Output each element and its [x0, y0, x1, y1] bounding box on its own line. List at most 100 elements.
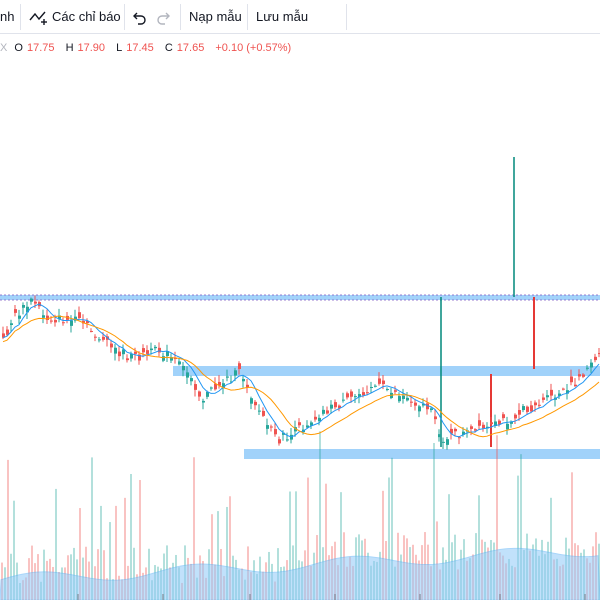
candle-body — [298, 422, 301, 426]
candle-body — [454, 428, 457, 432]
redo-button[interactable] — [156, 0, 172, 33]
volume-bar — [448, 494, 450, 600]
candle-body — [422, 403, 425, 406]
drawings-layer — [0, 157, 600, 459]
toolbar-divider — [247, 4, 248, 30]
load-template-button[interactable]: Nạp mẫu — [189, 9, 242, 24]
volume-bar — [103, 550, 105, 600]
volume-bar — [55, 488, 57, 600]
candle-body — [78, 312, 81, 319]
candle-body — [462, 431, 465, 435]
indicators-label: Các chỉ báo — [52, 9, 121, 24]
volume-bar — [226, 506, 228, 600]
candle-body — [18, 315, 21, 319]
volume-bar — [550, 497, 552, 600]
candle-body — [102, 336, 105, 340]
candle-body — [242, 378, 245, 382]
candle-body — [122, 349, 125, 355]
candle-body — [210, 387, 213, 389]
candle-body — [410, 401, 413, 403]
candle-body — [326, 410, 329, 414]
volume-bar — [229, 496, 231, 600]
candle-body — [346, 393, 349, 398]
candle-body — [234, 370, 237, 376]
candle-body — [50, 320, 53, 322]
volume-bar — [133, 547, 135, 600]
ohlc-legend: X O 17.75 H 17.90 L 17.45 C 17.65 +0.10 (+0.… — [0, 38, 295, 58]
candle-body — [166, 351, 169, 357]
top-toolbar: nh Các chỉ báo Nạp mẫu Lưu mẫu — [0, 0, 600, 34]
candle-body — [278, 439, 281, 444]
candle-body — [562, 388, 565, 390]
candle-body — [262, 410, 265, 416]
candle-body — [26, 306, 29, 313]
candle-body — [6, 329, 9, 335]
indicators-button[interactable]: Các chỉ báo — [28, 0, 121, 33]
candle-body — [578, 374, 581, 377]
candle-body — [82, 320, 85, 324]
candle-body — [246, 384, 249, 388]
volume-bar — [319, 431, 321, 600]
candle-body — [502, 414, 505, 419]
candle-body — [446, 439, 449, 445]
volume-ma-area — [0, 547, 600, 600]
candle-body — [214, 383, 217, 390]
candle-body — [306, 425, 309, 428]
candle-body — [2, 333, 5, 338]
volume-bar — [139, 480, 141, 600]
candle-body — [142, 348, 145, 353]
candle-body — [322, 409, 325, 414]
volume-bar — [217, 511, 219, 600]
candle-body — [94, 336, 97, 338]
candle-body — [226, 376, 229, 378]
candle-body — [402, 395, 405, 399]
volume-bar — [130, 474, 132, 600]
redo-icon — [157, 12, 170, 25]
candle-body — [10, 323, 13, 325]
candle-body — [354, 396, 357, 398]
candle-body — [522, 406, 525, 411]
price-chart-canvas[interactable] — [0, 34, 600, 600]
indicators-icon — [29, 11, 47, 25]
volume-bar — [433, 442, 435, 600]
candle-body — [382, 380, 385, 385]
candle-body — [258, 410, 261, 412]
candle-body — [30, 298, 33, 302]
candle-body — [194, 384, 197, 390]
candle-body — [342, 399, 345, 401]
volume-bar — [496, 435, 498, 600]
open-value: O 17.75 — [14, 42, 55, 54]
resistance-zone — [0, 295, 600, 300]
candle-body — [286, 439, 289, 441]
save-template-button[interactable]: Lưu mẫu — [256, 9, 309, 24]
volume-bar — [391, 457, 393, 600]
candle-body — [138, 354, 141, 361]
candle-body — [134, 351, 137, 354]
candles-layer — [2, 295, 600, 450]
candle-body — [386, 388, 389, 390]
volume-bar — [91, 457, 93, 600]
candle-body — [274, 429, 277, 435]
candle-body — [222, 383, 225, 389]
candle-body — [334, 402, 337, 408]
candle-body — [238, 363, 241, 370]
candle-body — [182, 365, 185, 371]
volume-bar — [193, 457, 195, 600]
candle-body — [46, 315, 49, 321]
candle-body — [198, 391, 201, 397]
candle-body — [370, 387, 373, 389]
candle-body — [374, 385, 377, 387]
ma-slow-line — [2, 315, 600, 438]
candle-body — [482, 424, 485, 429]
undo-button[interactable] — [131, 0, 147, 33]
candle-body — [594, 356, 597, 361]
candle-body — [98, 339, 101, 341]
candle-body — [318, 417, 321, 422]
candle-body — [218, 381, 221, 386]
candle-body — [570, 376, 573, 383]
candle-body — [90, 330, 93, 332]
volume-bar — [478, 495, 480, 600]
interval-button[interactable]: nh — [0, 9, 15, 24]
candle-body — [270, 426, 273, 428]
support-zone — [244, 449, 600, 459]
